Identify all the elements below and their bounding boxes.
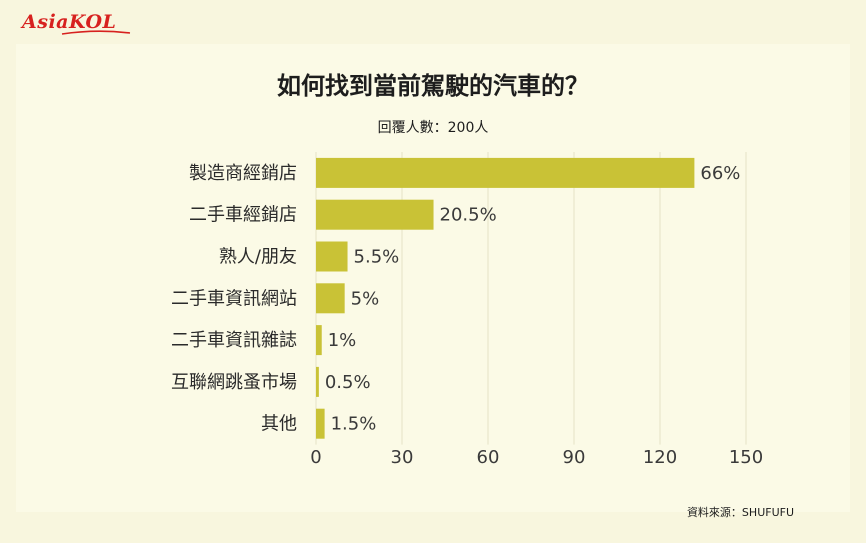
bar (316, 283, 345, 314)
chart-subtitle: 回覆人數：200人 (377, 120, 489, 136)
bar (316, 157, 695, 188)
data-label: 5.5% (354, 247, 400, 268)
data-label: 0.5% (325, 372, 371, 393)
bar (316, 325, 322, 356)
chart-title: 如何找到當前駕駛的汽車的？ (277, 72, 589, 100)
category-label: 二手車資訊雜誌 (171, 330, 297, 351)
x-tick-label: 0 (310, 447, 321, 468)
source-note: 資料來源：SHUFUFU (686, 506, 794, 519)
category-label: 二手車資訊網站 (171, 288, 297, 309)
bar (316, 241, 348, 272)
x-tick-label: 120 (643, 447, 677, 468)
data-label: 1.5% (331, 414, 377, 435)
category-label: 其他 (261, 414, 297, 435)
data-label: 5% (351, 288, 380, 309)
category-label: 互聯網跳蚤市場 (171, 372, 297, 393)
data-label: 66% (700, 163, 740, 184)
chart-panel (16, 44, 850, 512)
category-label: 熟人/朋友 (219, 247, 297, 268)
brand-logo-text: AsiaKOL (22, 11, 117, 33)
x-tick-label: 60 (477, 447, 500, 468)
data-label: 20.5% (440, 205, 497, 226)
category-label: 製造商經銷店 (189, 163, 297, 184)
x-tick-label: 90 (563, 447, 586, 468)
x-tick-label: 150 (729, 447, 763, 468)
bar (316, 366, 319, 397)
x-tick-label: 30 (391, 447, 414, 468)
data-label: 1% (328, 330, 357, 351)
bar (316, 408, 325, 439)
category-label: 二手車經銷店 (189, 205, 297, 226)
bar (316, 199, 434, 230)
logo-swoosh-icon (61, 30, 131, 35)
brand-logo: AsiaKOL (22, 11, 116, 33)
